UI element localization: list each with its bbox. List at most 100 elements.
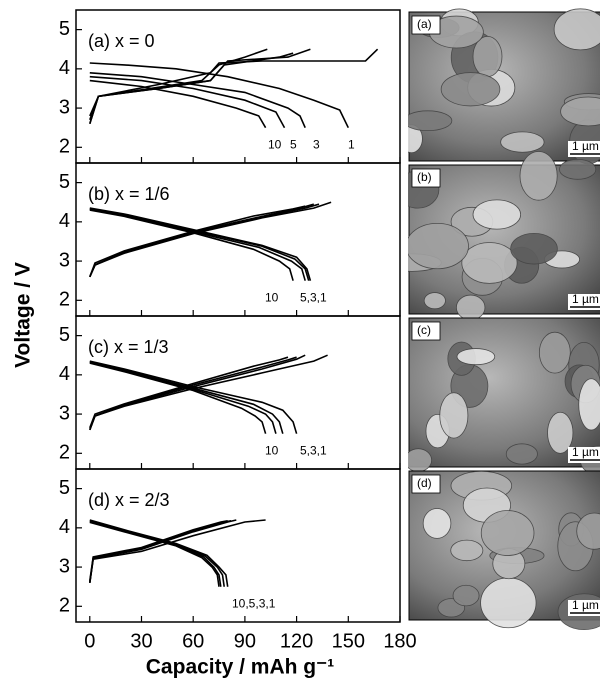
image-label-box [411,474,441,494]
panel-title: (d) x = 2/3 [88,490,170,510]
x-tick-label: 90 [234,630,256,652]
panel-title: (c) x = 1/3 [88,337,169,357]
y-tick-label: 2 [59,136,70,158]
grain [500,131,545,153]
scale-label: 1 µm [572,598,599,612]
y-tick-label: 5 [59,324,70,346]
sem-image: (c) 1 µm [408,317,600,476]
y-tick-label: 3 [59,555,70,577]
curve [89,208,306,281]
scale-box [568,447,600,463]
curve [89,72,306,129]
panel-title: (b) x = 1/6 [88,184,170,204]
curve [89,521,220,587]
cycle-label: 10 [268,138,282,152]
curve [89,208,310,281]
y-tick-label: 3 [59,96,70,118]
scale-label: 1 µm [572,445,599,459]
sem-image: (d) 1 µm [408,470,600,631]
curve [89,520,228,581]
grain [480,510,535,556]
cycle-label: 10 [265,291,279,305]
grain [519,151,558,201]
y-tick-label: 2 [59,595,70,617]
curve [89,209,294,281]
grain [547,411,574,454]
image-label: (c) [417,323,431,337]
grain [510,232,558,265]
y-tick-label: 5 [59,477,70,499]
curve [89,520,232,583]
grain [559,158,597,180]
grain [422,508,452,539]
curve [89,62,350,129]
curve [89,361,284,434]
grain [480,577,537,629]
curve [89,48,268,117]
curve [89,207,312,281]
grain [452,584,480,607]
y-tick-label: 4 [59,210,70,232]
grain [408,222,469,270]
grain [560,96,600,127]
y-tick-label: 2 [59,289,70,311]
curve [89,75,286,129]
y-tick-label: 5 [59,171,70,193]
image-label-box [411,168,441,188]
scale-label: 1 µm [572,292,599,306]
cycle-label: 3 [313,138,320,152]
y-tick-label: 3 [59,402,70,424]
cycle-label: 5,3,1 [300,444,327,458]
x-tick-label: 150 [332,630,365,652]
image-label: (a) [417,17,432,31]
cycle-label: 1 [348,138,355,152]
y-tick-label: 4 [59,516,70,538]
grain [576,512,600,550]
curve [89,79,267,129]
x-axis-label: Capacity / mAh g⁻¹ [146,656,334,679]
scale-box [568,600,600,616]
curve [89,360,298,434]
grain [439,392,469,439]
y-tick-label: 2 [59,442,70,464]
scale-box [568,141,600,157]
panel-title: (a) x = 0 [88,31,155,51]
x-tick-label: 0 [84,630,95,652]
y-axis-label: Voltage / V [12,262,35,368]
y-tick-label: 5 [59,18,70,40]
curve [89,356,289,429]
grain [423,292,446,310]
curve [89,362,267,434]
x-tick-label: 60 [182,630,204,652]
x-tick-label: 120 [280,630,313,652]
grain [553,8,600,51]
curve [89,201,332,278]
cycle-label: 5 [290,138,297,152]
image-label-box [411,15,441,35]
sem-image: (a) 1 µm [408,8,600,165]
grain [408,110,453,132]
y-tick-label: 4 [59,363,70,385]
curve [89,52,294,121]
cycle-label: 5,3,1 [300,291,327,305]
image-label: (b) [417,170,432,184]
cycle-label: 10 [265,444,279,458]
grain [538,331,571,374]
grain [456,348,496,366]
image-label: (d) [417,476,432,490]
plot-frame [75,468,401,623]
grain [505,443,538,465]
grain [440,72,501,107]
grain [450,539,484,562]
grain [455,294,486,321]
cycle-label: 10,5,3,1 [232,597,276,611]
grain [578,378,600,431]
scale-label: 1 µm [572,139,599,153]
sem-image: (b) 1 µm [408,151,600,321]
curve [89,205,306,278]
grain [408,448,433,472]
scale-box [568,294,600,310]
image-label-box [411,321,441,341]
y-tick-label: 3 [59,249,70,271]
